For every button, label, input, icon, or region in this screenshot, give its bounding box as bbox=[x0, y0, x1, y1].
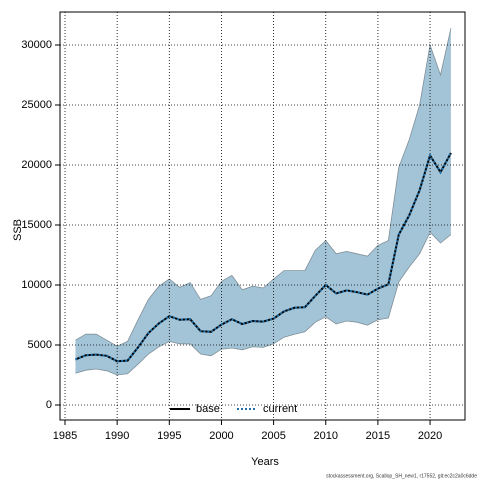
y-tick-label: 30000 bbox=[21, 39, 52, 51]
x-tick-label: 2020 bbox=[418, 430, 442, 442]
y-tick-label: 25000 bbox=[21, 99, 52, 111]
legend-label: current bbox=[263, 403, 297, 415]
x-tick-label: 2000 bbox=[209, 430, 233, 442]
y-tick-label: 0 bbox=[46, 399, 52, 411]
plot-frame bbox=[59, 11, 466, 421]
x-tick-label: 1990 bbox=[105, 430, 129, 442]
x-tick-label: 2015 bbox=[366, 430, 390, 442]
y-tick-label: 10000 bbox=[21, 279, 52, 291]
legend-label: base bbox=[196, 403, 220, 415]
x-tick-label: 2005 bbox=[261, 430, 285, 442]
x-tick-label: 1995 bbox=[157, 430, 181, 442]
confidence-band bbox=[75, 28, 451, 375]
x-tick-label: 2010 bbox=[314, 430, 338, 442]
band-edge bbox=[75, 231, 452, 376]
x-tick-label: 1985 bbox=[53, 430, 77, 442]
y-tick-label: 15000 bbox=[21, 219, 52, 231]
y-tick-label: 20000 bbox=[21, 159, 52, 171]
y-tick-label: 5000 bbox=[28, 339, 52, 351]
y-axis-label: SSB bbox=[12, 219, 24, 241]
x-axis-label: Years bbox=[251, 456, 279, 468]
footer: stockassessment.org, Scallop_SH_new1, r1… bbox=[326, 473, 477, 479]
series-line bbox=[75, 152, 452, 363]
band-edge bbox=[75, 28, 452, 347]
